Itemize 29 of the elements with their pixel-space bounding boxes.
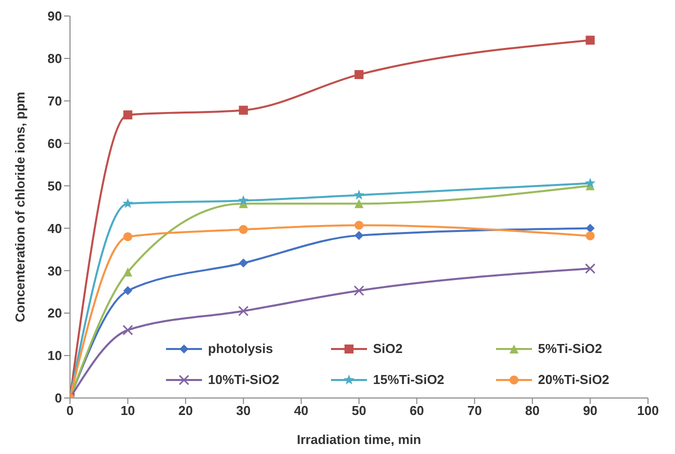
y-tick-label: 0 — [54, 390, 62, 406]
y-tick-label: 70 — [48, 94, 62, 109]
legend-label: SiO2 — [373, 341, 403, 356]
x-tick-label: 10 — [120, 403, 136, 418]
x-tick-label: 0 — [66, 403, 74, 418]
x-axis-title: Irradiation time, min — [296, 432, 422, 447]
y-tick-label: 50 — [48, 178, 62, 194]
y-tick-label: 60 — [48, 136, 62, 151]
x-tick-label: 40 — [294, 403, 308, 418]
x-tick-label: 60 — [410, 403, 424, 418]
y-tick-label: 90 — [48, 8, 62, 24]
y-tick-label: 10 — [48, 348, 62, 364]
legend-label: 20%Ti-SiO2 — [538, 372, 610, 387]
x-tick-label: 80 — [525, 403, 540, 418]
y-tick-label: 30 — [48, 263, 62, 278]
legend-label: photolysis — [208, 341, 274, 356]
x-tick-label: 100 — [637, 403, 659, 418]
x-tick-label: 30 — [236, 403, 251, 418]
x-tick-label: 70 — [467, 403, 482, 418]
legend-label: 10%Ti-SiO2 — [208, 372, 280, 387]
x-tick-label: 20 — [178, 403, 193, 418]
x-tick-label: 90 — [582, 403, 598, 418]
x-tick-label: 50 — [352, 403, 366, 418]
legend-label: 5%Ti-SiO2 — [538, 341, 602, 356]
legend-label: 15%Ti-SiO2 — [373, 372, 444, 387]
y-tick-label: 40 — [48, 220, 62, 236]
y-tick-label: 80 — [48, 51, 62, 66]
y-axis-title: Concenteration of chloride ions, ppm — [12, 92, 28, 322]
y-tick-label: 20 — [48, 306, 62, 321]
